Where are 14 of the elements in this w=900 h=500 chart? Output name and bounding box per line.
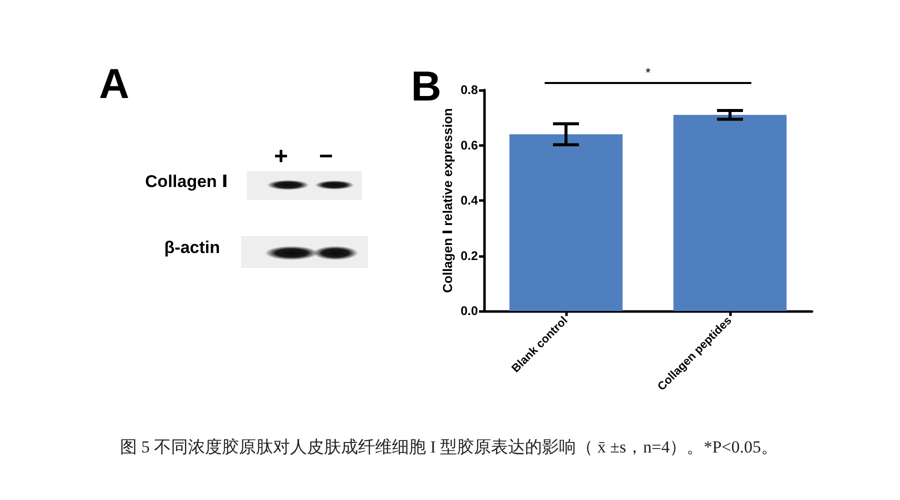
y-tick-label: 0.2: [460, 248, 478, 263]
text: *: [645, 65, 651, 80]
text: +: [272, 143, 289, 170]
y-tick-label: 0.8: [460, 83, 478, 97]
y-tick-label: 0.4: [460, 194, 478, 208]
text: β-actin: [164, 237, 220, 259]
text: Collagen Ⅰ: [145, 171, 228, 193]
text: A: [99, 60, 130, 107]
caption: 图 5 不同浓度胶原肽对人皮肤成纤维细胞 I 型胶原表达的影响（ x̄ ±s，n=4）。*P<0.05。: [120, 438, 778, 456]
text: −: [318, 143, 334, 170]
y-tick-label: 0.0: [460, 304, 478, 318]
y-axis-title: Collagen Ⅰ relative expression: [440, 108, 455, 293]
y-tick-label: 0.6: [460, 138, 478, 152]
chart-title: B: [411, 62, 442, 110]
